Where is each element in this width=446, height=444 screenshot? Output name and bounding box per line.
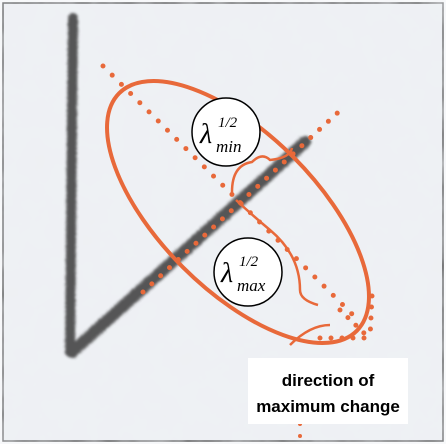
lambda-max-badge: λ 1/2 max [213,237,283,307]
lambda-subscript: max [237,276,266,295]
badge-circle [213,237,283,307]
lambda-min-badge: λ 1/2 min [191,97,261,167]
lambda-superscript: 1/2 [239,254,259,270]
lambda-subscript: min [216,137,242,156]
caption-line: direction of [282,371,375,390]
minor-axis [140,103,348,295]
arrow-head [317,293,375,341]
caption-background [248,358,408,424]
caption-pointer [289,323,331,346]
covariance-ellipse [105,79,371,345]
max-brace [235,199,319,307]
lambda-symbol: λ [199,119,212,150]
caption-box: direction of maximum change [248,358,408,424]
lambda-symbol: λ [220,258,233,289]
ellipse-group [100,63,375,442]
min-brace [230,147,294,193]
badge-circle [191,97,261,167]
caption-line: maximum change [256,397,400,416]
lambda-superscript: 1/2 [218,115,238,131]
